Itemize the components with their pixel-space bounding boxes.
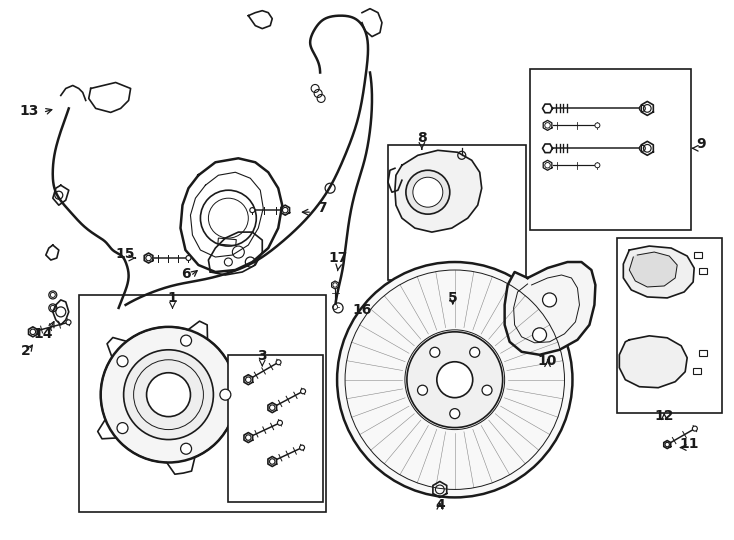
Bar — [694, 252, 702, 258]
Text: 16: 16 — [352, 303, 371, 317]
Circle shape — [277, 420, 283, 426]
Circle shape — [186, 255, 191, 260]
Text: 4: 4 — [435, 498, 445, 512]
Polygon shape — [505, 262, 595, 355]
Polygon shape — [623, 246, 694, 298]
Bar — [617, 238, 722, 413]
Circle shape — [181, 443, 192, 454]
Circle shape — [117, 356, 128, 367]
Circle shape — [482, 385, 492, 395]
Bar — [700, 268, 707, 274]
Text: 10: 10 — [538, 354, 557, 368]
Circle shape — [299, 445, 305, 450]
Text: 2: 2 — [21, 344, 31, 358]
Circle shape — [406, 170, 450, 214]
Text: 6: 6 — [181, 267, 190, 281]
Circle shape — [692, 426, 697, 431]
Circle shape — [333, 305, 338, 309]
Text: 13: 13 — [19, 104, 39, 118]
Circle shape — [430, 347, 440, 357]
Circle shape — [639, 105, 645, 111]
Circle shape — [450, 409, 459, 419]
Text: 9: 9 — [697, 137, 706, 151]
Bar — [218, 238, 236, 246]
Circle shape — [147, 373, 190, 417]
Polygon shape — [619, 336, 687, 388]
Text: 1: 1 — [167, 291, 178, 305]
Circle shape — [595, 123, 600, 128]
Text: 17: 17 — [328, 251, 348, 265]
Circle shape — [220, 389, 231, 400]
Circle shape — [533, 328, 547, 342]
Circle shape — [337, 262, 573, 497]
Circle shape — [101, 327, 236, 462]
Bar — [388, 145, 526, 280]
Text: 3: 3 — [258, 349, 267, 363]
Circle shape — [542, 293, 556, 307]
Circle shape — [117, 423, 128, 434]
Bar — [700, 350, 707, 356]
Text: 14: 14 — [33, 327, 53, 341]
Bar — [79, 295, 326, 512]
Text: 15: 15 — [116, 247, 135, 261]
Circle shape — [407, 332, 503, 428]
Text: 11: 11 — [680, 436, 699, 450]
Circle shape — [470, 347, 480, 357]
Circle shape — [181, 335, 192, 346]
Circle shape — [66, 320, 71, 325]
Circle shape — [250, 208, 255, 213]
Circle shape — [413, 177, 443, 207]
Circle shape — [123, 350, 214, 440]
Polygon shape — [629, 252, 677, 287]
Polygon shape — [395, 150, 482, 232]
Circle shape — [276, 360, 281, 365]
Circle shape — [437, 362, 473, 397]
Bar — [529, 69, 691, 230]
Text: 8: 8 — [417, 131, 426, 145]
Bar — [693, 368, 701, 374]
Circle shape — [301, 389, 305, 394]
Text: 7: 7 — [317, 201, 327, 215]
Circle shape — [639, 145, 645, 151]
Circle shape — [595, 163, 600, 168]
Text: 5: 5 — [448, 291, 458, 305]
Circle shape — [200, 190, 256, 246]
Text: 12: 12 — [655, 409, 674, 423]
Circle shape — [418, 385, 427, 395]
Bar — [228, 355, 323, 502]
